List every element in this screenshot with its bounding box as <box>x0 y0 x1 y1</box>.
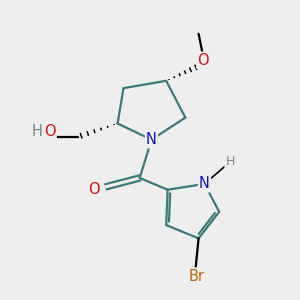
Text: N: N <box>146 132 157 147</box>
Text: O: O <box>197 53 209 68</box>
Text: N: N <box>199 176 210 191</box>
Text: H: H <box>225 155 235 168</box>
Text: H: H <box>31 124 42 139</box>
Text: Br: Br <box>189 268 205 284</box>
Text: O: O <box>88 182 100 197</box>
Text: O: O <box>44 124 56 139</box>
